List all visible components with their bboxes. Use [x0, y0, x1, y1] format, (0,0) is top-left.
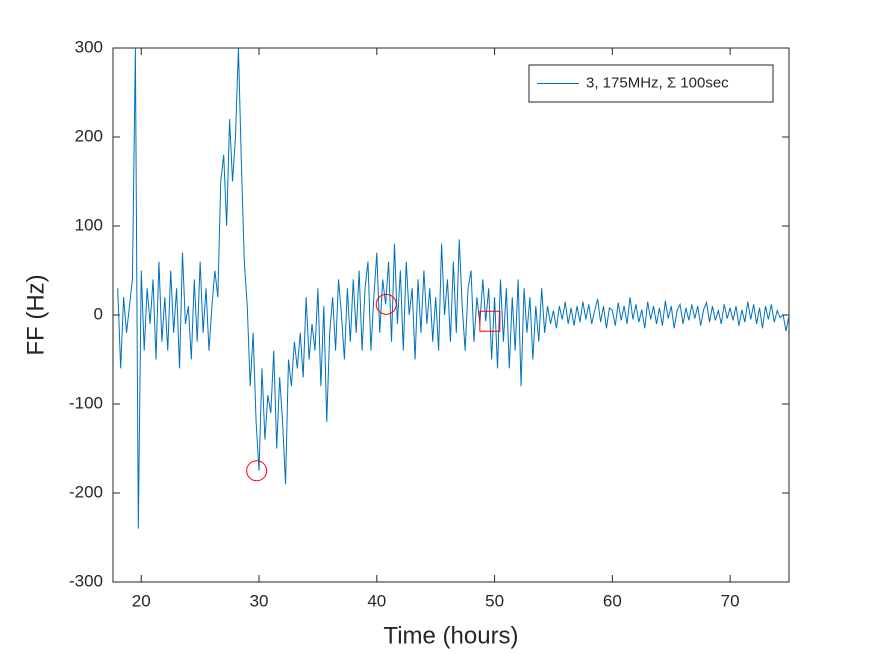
x-tick-label: 20: [132, 591, 151, 610]
plot-content: [117, 48, 789, 529]
data-line: [117, 48, 789, 529]
legend-label: 3, 175MHz, Σ 100sec: [586, 74, 729, 91]
circle-marker: [246, 460, 268, 482]
x-tick-label: 40: [367, 591, 386, 610]
y-tick-label: 100: [75, 215, 103, 234]
x-tick-label: 70: [721, 591, 740, 610]
x-axis-label: Time (hours): [383, 622, 518, 649]
y-tick-label: 0: [94, 304, 103, 323]
circle-marker: [375, 293, 397, 315]
x-tick-label: 30: [250, 591, 269, 610]
y-tick-label: -100: [69, 393, 103, 412]
x-tick-label: 50: [485, 591, 504, 610]
y-tick-label: -200: [69, 482, 103, 501]
legend-box: [528, 64, 774, 103]
y-tick-label: -300: [69, 571, 103, 590]
y-axis-label: FF (Hz): [22, 274, 49, 355]
x-tick-label: 60: [603, 591, 622, 610]
y-tick-label: 200: [75, 126, 103, 145]
y-tick-label: 300: [75, 37, 103, 56]
square-marker: [479, 310, 501, 332]
